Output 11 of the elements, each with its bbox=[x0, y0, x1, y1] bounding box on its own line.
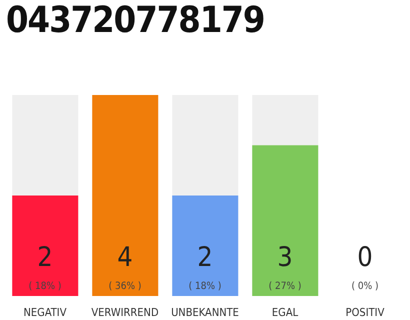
data-label: 2 ( 18% ) bbox=[188, 242, 222, 292]
data-label: 2 ( 18% ) bbox=[28, 242, 62, 292]
chart-title: 043720778179 bbox=[6, 0, 264, 41]
data-label: 0 ( 0% ) bbox=[351, 242, 379, 292]
data-label: 4 ( 36% ) bbox=[108, 242, 142, 292]
x-tick-label: VERWIRREND bbox=[91, 306, 159, 319]
x-tick-label: POSITIV bbox=[346, 306, 385, 319]
x-tick-label: EGAL bbox=[272, 306, 299, 319]
data-label: 3 ( 27% ) bbox=[268, 242, 302, 292]
x-tick-label: NEGATIV bbox=[24, 306, 67, 319]
x-tick-label: UNBEKANNTE bbox=[171, 306, 239, 319]
